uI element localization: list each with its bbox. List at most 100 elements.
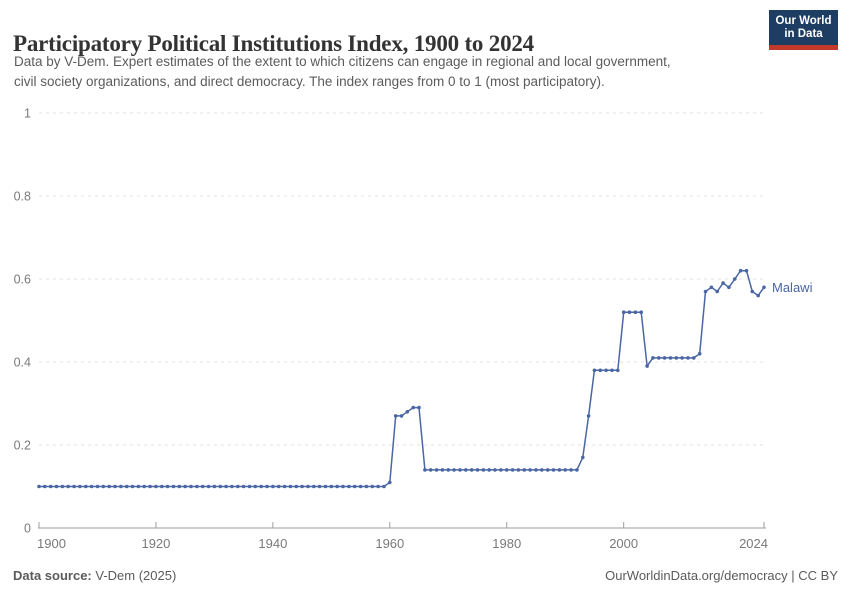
data-point[interactable]: [540, 468, 544, 472]
data-point[interactable]: [434, 468, 439, 472]
data-point[interactable]: [124, 484, 129, 489]
data-point[interactable]: [300, 484, 304, 489]
data-point[interactable]: [598, 368, 603, 373]
data-point[interactable]: [218, 484, 223, 489]
data-point[interactable]: [423, 468, 427, 472]
data-point[interactable]: [183, 484, 187, 489]
data-point[interactable]: [692, 356, 696, 360]
data-point[interactable]: [276, 484, 281, 489]
data-point[interactable]: [563, 468, 567, 472]
data-point[interactable]: [247, 484, 252, 489]
data-point[interactable]: [697, 351, 702, 356]
data-point[interactable]: [195, 484, 199, 489]
data-point[interactable]: [621, 310, 626, 315]
data-point[interactable]: [160, 484, 164, 489]
data-point[interactable]: [113, 484, 117, 489]
data-point[interactable]: [446, 468, 451, 472]
data-point[interactable]: [464, 468, 468, 472]
data-point[interactable]: [481, 468, 486, 472]
data-point[interactable]: [171, 484, 176, 489]
data-point[interactable]: [516, 468, 521, 472]
data-point[interactable]: [329, 484, 334, 489]
data-point[interactable]: [206, 484, 211, 489]
data-point[interactable]: [592, 368, 597, 373]
data-point[interactable]: [528, 468, 532, 472]
data-point[interactable]: [142, 484, 146, 489]
data-point[interactable]: [200, 484, 205, 489]
data-point[interactable]: [177, 484, 182, 489]
data-point[interactable]: [66, 484, 70, 489]
data-point[interactable]: [575, 468, 579, 472]
data-point[interactable]: [253, 484, 258, 489]
data-point[interactable]: [657, 356, 661, 360]
data-point[interactable]: [709, 285, 714, 290]
data-point[interactable]: [364, 484, 369, 489]
data-point[interactable]: [411, 405, 416, 410]
data-point[interactable]: [703, 289, 708, 294]
owid-logo[interactable]: Our World in Data: [769, 10, 838, 50]
data-point[interactable]: [522, 468, 527, 472]
data-point[interactable]: [586, 414, 591, 418]
data-point[interactable]: [312, 484, 316, 489]
data-point[interactable]: [458, 468, 462, 472]
data-point[interactable]: [154, 484, 158, 489]
data-point[interactable]: [95, 484, 100, 489]
data-point[interactable]: [60, 484, 65, 489]
data-point[interactable]: [335, 484, 340, 489]
data-point[interactable]: [165, 484, 170, 489]
data-point[interactable]: [78, 484, 82, 489]
data-point[interactable]: [452, 468, 456, 472]
data-point[interactable]: [119, 484, 123, 489]
data-point[interactable]: [224, 484, 228, 489]
data-point[interactable]: [271, 484, 275, 489]
data-point[interactable]: [294, 484, 299, 489]
data-point[interactable]: [440, 468, 445, 472]
data-point[interactable]: [534, 468, 538, 472]
data-point[interactable]: [668, 356, 673, 360]
data-point[interactable]: [341, 484, 345, 489]
data-point[interactable]: [189, 484, 193, 489]
series-label[interactable]: Malawi: [772, 280, 813, 295]
data-point[interactable]: [417, 405, 421, 410]
data-point[interactable]: [107, 484, 111, 489]
data-point[interactable]: [744, 268, 749, 273]
data-point[interactable]: [610, 368, 614, 373]
data-point[interactable]: [733, 277, 737, 281]
data-point[interactable]: [236, 484, 240, 489]
data-point[interactable]: [651, 356, 655, 360]
data-point[interactable]: [499, 468, 503, 472]
data-point[interactable]: [136, 484, 141, 489]
data-point[interactable]: [581, 455, 585, 460]
data-point[interactable]: [282, 484, 287, 489]
data-point[interactable]: [662, 356, 667, 360]
data-point[interactable]: [762, 285, 766, 290]
data-point[interactable]: [674, 356, 679, 360]
data-point[interactable]: [393, 414, 398, 418]
data-point[interactable]: [323, 484, 328, 489]
data-point[interactable]: [545, 468, 550, 472]
data-point[interactable]: [686, 356, 690, 360]
data-point[interactable]: [306, 484, 310, 489]
data-point[interactable]: [469, 468, 474, 472]
data-point[interactable]: [352, 484, 357, 489]
data-point[interactable]: [645, 364, 649, 368]
data-point[interactable]: [510, 468, 515, 472]
data-point[interactable]: [557, 468, 562, 472]
data-point[interactable]: [405, 410, 410, 414]
trend-line[interactable]: [39, 269, 765, 488]
data-point[interactable]: [241, 484, 246, 489]
data-point[interactable]: [54, 484, 59, 489]
data-point[interactable]: [230, 484, 234, 489]
data-point[interactable]: [288, 484, 293, 489]
data-point[interactable]: [382, 484, 386, 489]
data-point[interactable]: [72, 484, 76, 489]
data-point[interactable]: [680, 356, 684, 360]
data-point[interactable]: [727, 285, 731, 290]
data-point[interactable]: [259, 484, 264, 489]
data-point[interactable]: [101, 484, 106, 489]
data-point[interactable]: [475, 468, 480, 472]
data-point[interactable]: [756, 293, 760, 298]
data-point[interactable]: [616, 368, 620, 373]
data-point[interactable]: [715, 289, 719, 294]
data-point[interactable]: [604, 368, 608, 373]
